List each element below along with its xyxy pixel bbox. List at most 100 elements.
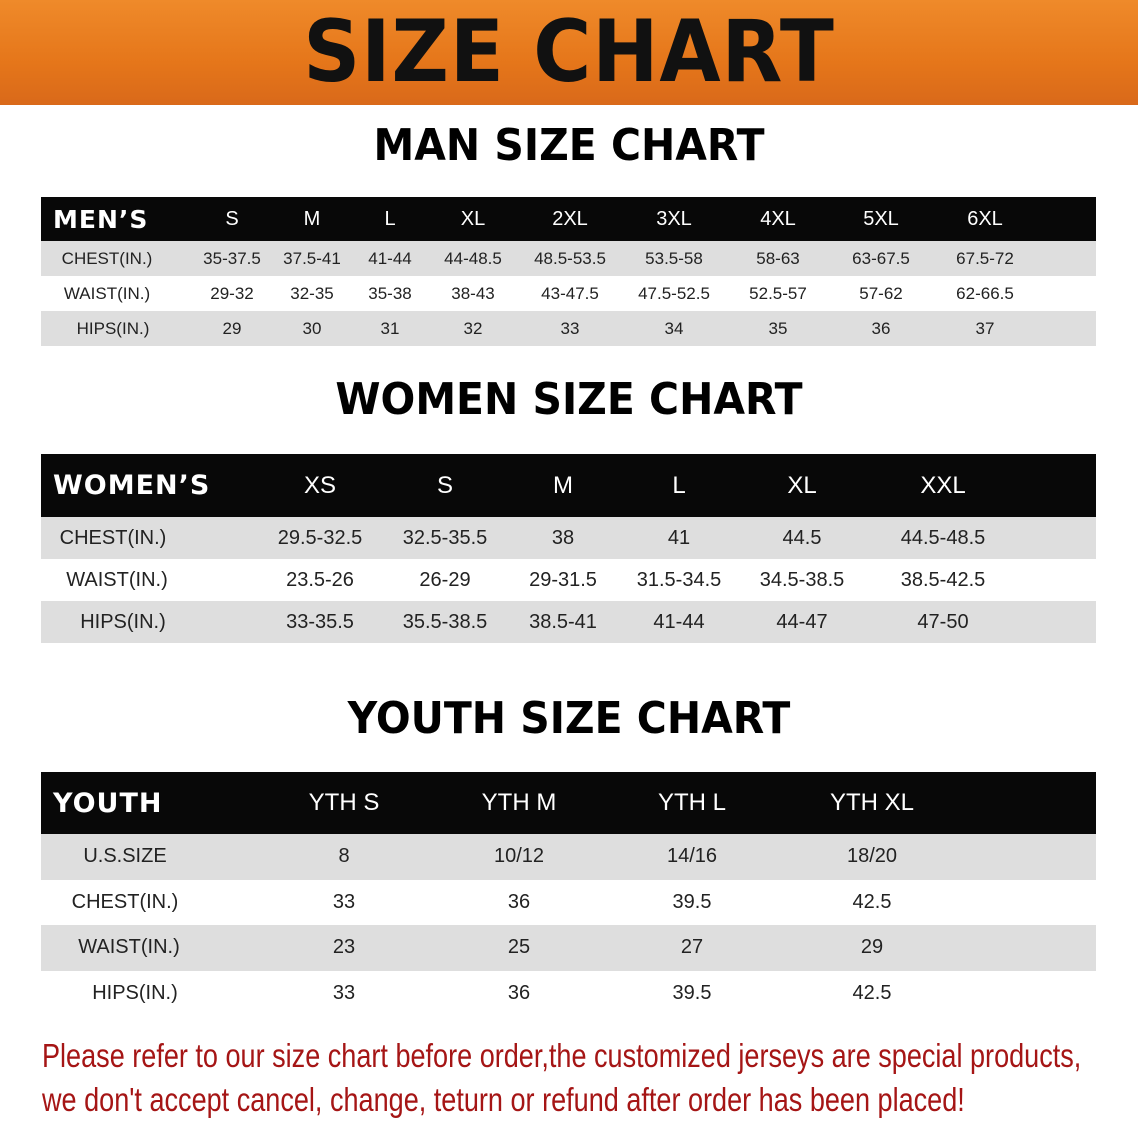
measurement-cell: 35-37.5 [203, 248, 261, 268]
youth-size-header: YTH XL [829, 789, 915, 816]
men-size-header: XL [460, 207, 486, 230]
measurement-cell: 32 [463, 318, 483, 338]
measurement-cell: 33-35.5 [286, 610, 354, 633]
measurement-cell: 37.5-41 [283, 248, 341, 268]
women-size-header: XXL [920, 471, 966, 499]
measurement-cell: 34.5-38.5 [759, 568, 845, 591]
measurement-cell: 35-38 [368, 283, 412, 303]
men-size-table: MEN’S S M L XL 2XL 3XL 4XL 5XL 6XL CHEST(IN.) 35-37… [41, 197, 1096, 346]
youth-header-row: YOUTH YTH S YTH M YTH L YTH XL [41, 772, 1096, 834]
measurement-cell: 44-48.5 [444, 248, 502, 268]
men-size-header: S [225, 207, 239, 230]
measurement-cell: 37 [975, 318, 995, 338]
measurement-cell: 25 [507, 936, 531, 959]
notice-line-2: we don't accept cancel, change, teturn o… [42, 1081, 965, 1118]
measurement-cell: 42.5 [852, 981, 892, 1004]
measurement-cell: 34 [664, 318, 684, 338]
women-size-header: S [436, 471, 454, 499]
banner-title: SIZE CHART [303, 2, 835, 102]
youth-table-row: U.S.SIZE 8 10/12 14/16 18/20 [41, 834, 1096, 880]
measurement-cell: 44.5 [782, 526, 822, 549]
measurement-cell: 32.5-35.5 [402, 526, 488, 549]
measurement-cell: 43-47.5 [541, 283, 599, 303]
men-header-label: MEN’S [53, 204, 149, 234]
measurement-cell: 62-66.5 [956, 283, 1014, 303]
row-label: CHEST(IN.) [61, 248, 153, 268]
youth-size-header: YTH S [308, 789, 380, 816]
measurement-cell: 29 [222, 318, 242, 338]
measurement-cell: 29.5-32.5 [277, 526, 363, 549]
youth-size-header: YTH L [657, 789, 727, 816]
youth-section-title: YOUTH SIZE CHART [347, 693, 791, 744]
women-size-header: XL [787, 471, 817, 499]
measurement-cell: 39.5 [672, 981, 712, 1004]
women-size-header: L [672, 471, 686, 499]
measurement-cell: 47-50 [917, 610, 969, 633]
women-table-row: HIPS(IN.) 33-35.5 35.5-38.5 38.5-41 41-44 44-… [41, 601, 1096, 643]
measurement-cell: 47.5-52.5 [638, 283, 710, 303]
youth-header-label: YOUTH [53, 787, 163, 819]
measurement-cell: 41 [667, 526, 691, 549]
measurement-cell: 58-63 [756, 248, 800, 268]
measurement-cell: 38-43 [451, 283, 495, 303]
measurement-cell: 42.5 [852, 890, 892, 913]
measurement-cell: 57-62 [859, 283, 903, 303]
women-section-title: WOMEN SIZE CHART [335, 374, 803, 425]
women-table-row: CHEST(IN.) 29.5-32.5 32.5-35.5 38 41 44.5 44.5… [41, 517, 1096, 559]
row-label: WAIST(IN.) [78, 936, 180, 959]
youth-table-row: HIPS(IN.) 33 36 39.5 42.5 [41, 970, 1096, 1016]
men-size-header: 5XL [863, 207, 899, 230]
measurement-cell: 30 [302, 318, 322, 338]
men-size-header: 2XL [552, 207, 588, 230]
measurement-cell: 48.5-53.5 [534, 248, 606, 268]
measurement-cell: 8 [338, 845, 350, 868]
measurement-cell: 18/20 [846, 845, 898, 868]
measurement-cell: 29 [860, 936, 884, 959]
measurement-cell: 35.5-38.5 [402, 610, 488, 633]
row-label: WAIST(IN.) [63, 283, 151, 303]
measurement-cell: 31 [380, 318, 400, 338]
youth-size-header: YTH M [481, 789, 557, 816]
measurement-cell: 35 [768, 318, 788, 338]
measurement-cell: 14/16 [666, 845, 718, 868]
banner: SIZE CHART [0, 0, 1138, 105]
measurement-cell: 32-35 [290, 283, 334, 303]
measurement-cell: 29-31.5 [529, 568, 597, 591]
measurement-cell: 36 [507, 981, 531, 1004]
measurement-cell: 44-47 [776, 610, 828, 633]
men-size-header: 6XL [967, 207, 1003, 230]
women-size-header: M [553, 471, 573, 499]
measurement-cell: 63-67.5 [852, 248, 910, 268]
measurement-cell: 33 [332, 981, 356, 1004]
measurement-cell: 44.5-48.5 [900, 526, 986, 549]
men-size-header: M [303, 207, 321, 230]
measurement-cell: 31.5-34.5 [636, 568, 722, 591]
men-header-row: MEN’S S M L XL 2XL 3XL 4XL 5XL 6XL [41, 197, 1096, 241]
row-label: CHEST(IN.) [71, 890, 179, 913]
row-label: CHEST(IN.) [59, 526, 167, 549]
row-label: WAIST(IN.) [66, 568, 168, 591]
women-table-row: WAIST(IN.) 23.5-26 26-29 29-31.5 31.5-34.5 34… [41, 559, 1096, 601]
women-size-table: WOMEN’S XS S M L XL XXL CHEST(IN.) 29.5-32.5 32.5… [41, 454, 1096, 643]
men-table-row: WAIST(IN.) 29-32 32-35 35-38 38-43 43-47.5 47.… [41, 276, 1096, 311]
measurement-cell: 38 [551, 526, 575, 549]
measurement-cell: 52.5-57 [749, 283, 807, 303]
women-size-header: XS [303, 471, 337, 499]
measurement-cell: 23.5-26 [286, 568, 354, 591]
men-size-header: L [384, 207, 396, 230]
measurement-cell: 41-44 [653, 610, 705, 633]
measurement-cell: 38.5-41 [529, 610, 597, 633]
measurement-cell: 36 [871, 318, 891, 338]
measurement-cell: 10/12 [493, 845, 545, 868]
measurement-cell: 33 [332, 890, 356, 913]
men-size-header: 4XL [760, 207, 796, 230]
row-label: U.S.SIZE [83, 845, 167, 868]
men-table-row: CHEST(IN.) 35-37.5 37.5-41 41-44 44-48.5 48.5… [41, 241, 1096, 276]
row-label: HIPS(IN.) [92, 981, 178, 1004]
women-header-label: WOMEN’S [53, 470, 211, 501]
notice-line-1: Please refer to our size chart before or… [42, 1037, 1082, 1074]
measurement-cell: 41-44 [368, 248, 412, 268]
measurement-cell: 36 [507, 890, 531, 913]
measurement-cell: 38.5-42.5 [900, 568, 986, 591]
measurement-cell: 39.5 [672, 890, 712, 913]
